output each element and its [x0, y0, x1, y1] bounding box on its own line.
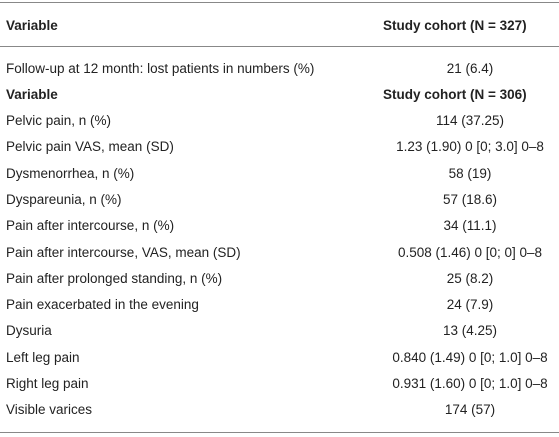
row-label: Visible varices	[6, 402, 93, 418]
row-label: Pelvic pain, n (%)	[6, 113, 112, 128]
row-label: Pain after intercourse, VAS, mean (SD)	[6, 244, 241, 260]
row-value: 114 (37.25)	[435, 113, 505, 128]
top-rule	[0, 2, 559, 3]
row-label: Dyspareunia, n (%)	[6, 191, 122, 207]
row-value: 0.508 (1.46) 0 [0; 0] 0–8	[397, 244, 543, 260]
row-label: Right leg pain	[6, 376, 89, 391]
row-value: 25 (8.2)	[446, 270, 494, 286]
row-value: 174 (57)	[444, 402, 496, 418]
row-value: 1.23 (1.90) 0 [0; 3.0] 0–8	[396, 139, 544, 155]
row-label: Pain exacerbated in the evening	[6, 297, 199, 313]
bottom-rule	[0, 432, 559, 433]
subheader-cell: Study cohort (N = 306)	[383, 87, 527, 102]
row-value: 24 (7.9)	[446, 297, 494, 313]
row-value: 0.840 (1.49) 0 [0; 1.0] 0–8	[392, 349, 548, 365]
row-label: Pelvic pain VAS, mean (SD)	[6, 139, 174, 155]
row-value: 34 (11.1)	[443, 218, 497, 234]
row-label: Dysmenorrhea, n (%)	[6, 165, 135, 181]
header-rule	[0, 46, 559, 47]
row-value: 21 (6.4)	[446, 61, 494, 76]
row-label: Pain after intercourse, n (%)	[6, 218, 175, 234]
header-cell: Variable	[6, 18, 58, 33]
row-label: Left leg pain	[6, 349, 80, 365]
row-value: 58 (19)	[448, 165, 492, 181]
row-label: Pain after prolonged standing, n (%)	[6, 270, 223, 286]
row-value: 0.931 (1.60) 0 [0; 1.0] 0–8	[392, 376, 548, 391]
subheader-cell: Variable	[6, 87, 58, 102]
row-value: 57 (18.6)	[442, 191, 498, 207]
row-label: Follow-up at 12 month: lost patients in …	[6, 61, 315, 76]
row-value: 13 (4.25)	[442, 323, 498, 339]
row-label: Dysuria	[6, 323, 52, 339]
header-cell: Study cohort (N = 327)	[383, 18, 527, 33]
